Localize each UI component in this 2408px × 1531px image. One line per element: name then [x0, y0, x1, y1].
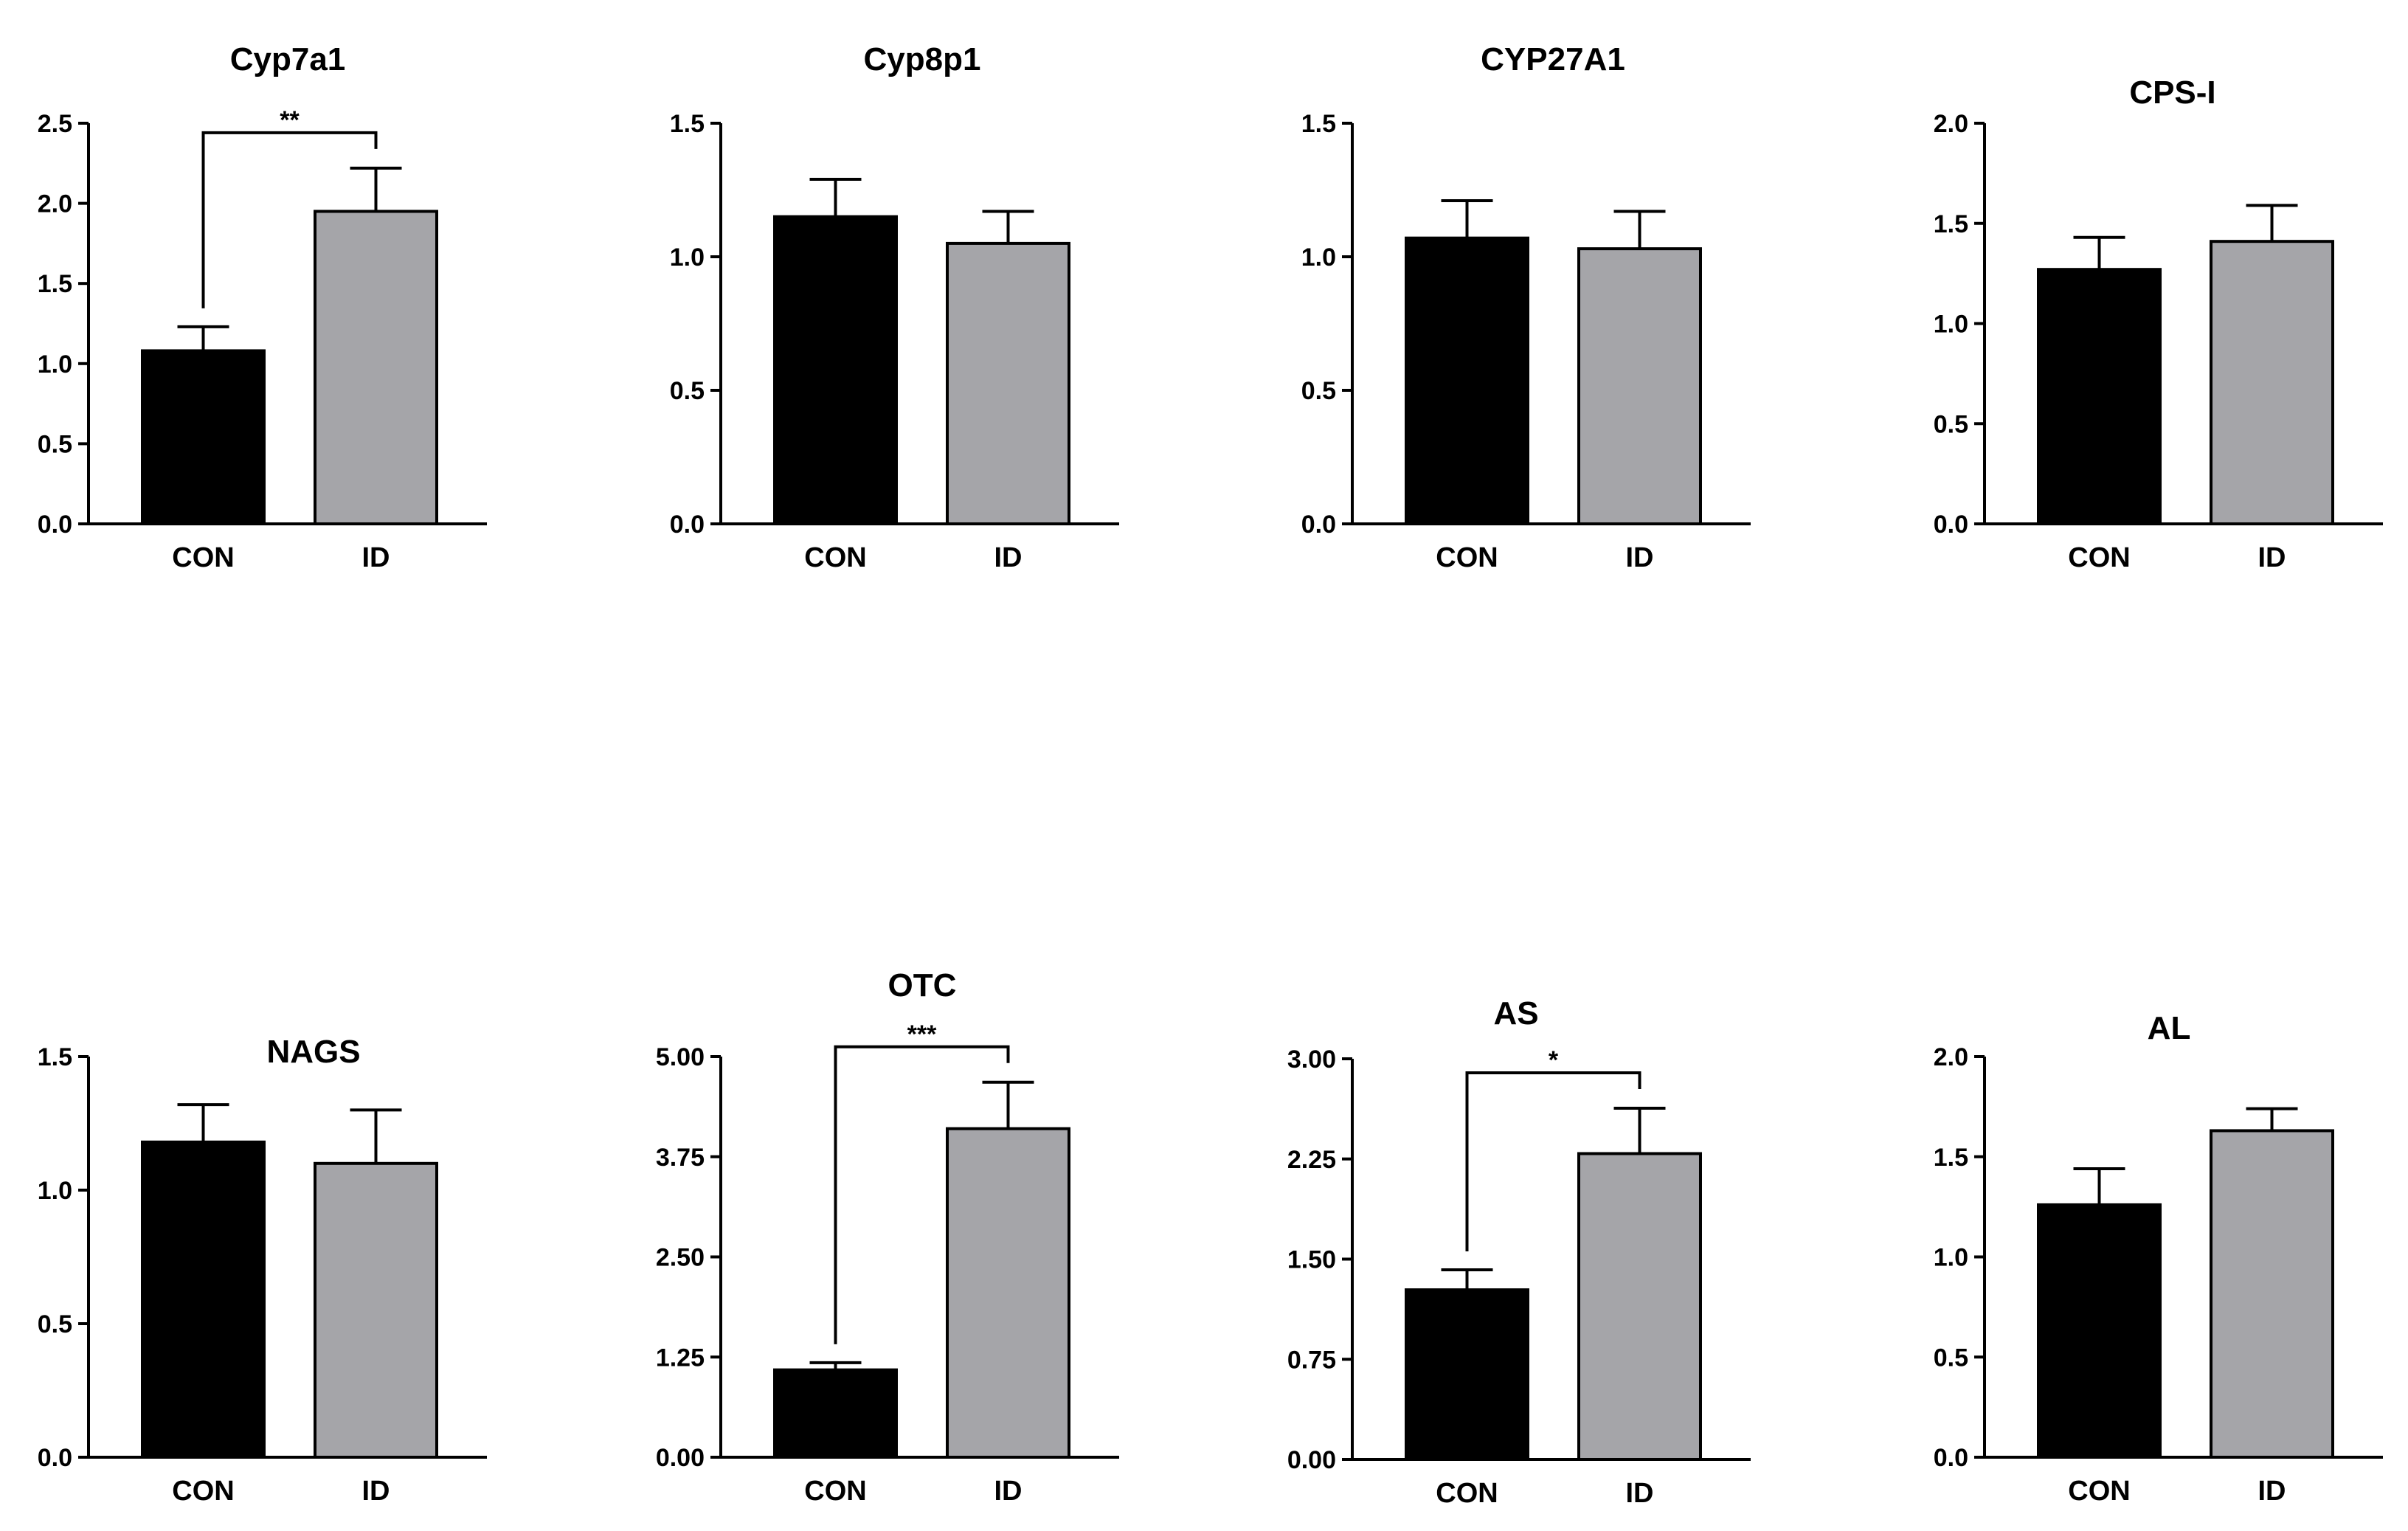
- y-tick-label: 0.5: [38, 1310, 72, 1338]
- y-tick-label: 2.0: [38, 190, 72, 218]
- y-tick-label: 0.0: [38, 1444, 72, 1472]
- bar-id: [946, 241, 1070, 525]
- y-tick-label: 1.0: [38, 1177, 72, 1205]
- significance-bracket: [201, 131, 378, 308]
- significance-bracket: [1465, 1071, 1641, 1251]
- y-tick-label: 5.00: [656, 1043, 705, 1071]
- bar-id: [946, 1127, 1070, 1459]
- y-tick-label: 0.00: [656, 1444, 705, 1472]
- panel-title: AS: [1493, 995, 1538, 1031]
- bar-id: [1577, 247, 1702, 525]
- y-tick-label: 0.0: [1301, 511, 1336, 539]
- panel-cps-i: CPS-I 0.0 0.5 1.0 1.5 2.0 CON ID: [1934, 75, 2383, 573]
- y-tick-label: 1.0: [1934, 1244, 1968, 1272]
- x-category-label: ID: [994, 1476, 1023, 1507]
- panel-title: CPS-I: [2129, 75, 2215, 111]
- panel-cyp7a1: Cyp7a1 0.0 0.5 1.0 1.5 2.0 2.5 CON ID **: [38, 41, 487, 573]
- panel-nags: NAGS 0.0 0.5 1.0 1.5 CON ID: [38, 1034, 487, 1507]
- y-tick-label: 1.0: [670, 243, 705, 272]
- y-tick-label: 2.25: [1287, 1146, 1336, 1174]
- panel-al: AL 0.0 0.5 1.0 1.5 2.0 CON ID: [1934, 1010, 2383, 1507]
- x-category-label: ID: [1626, 542, 1654, 573]
- y-tick-label: 1.5: [38, 1043, 72, 1071]
- bar-con: [773, 215, 898, 525]
- x-category-label: ID: [2258, 1476, 2286, 1507]
- x-category-label: CON: [2068, 542, 2130, 573]
- bar-id: [314, 1161, 438, 1459]
- x-category-label: CON: [2068, 1476, 2130, 1507]
- x-category-label: CON: [1436, 542, 1498, 573]
- bar-con: [773, 1368, 898, 1459]
- y-tick-label: 2.50: [656, 1244, 705, 1272]
- significance-label: *: [1549, 1046, 1559, 1074]
- y-tick-label: 0.0: [1934, 1444, 1968, 1472]
- bar-con: [1405, 236, 1529, 525]
- y-tick-label: 3.75: [656, 1144, 705, 1172]
- x-category-label: ID: [362, 542, 390, 573]
- y-tick-label: 1.5: [1934, 1144, 1968, 1172]
- y-tick-label: 1.50: [1287, 1246, 1336, 1274]
- y-tick-label: 1.0: [1934, 311, 1968, 339]
- bar-con: [141, 349, 266, 526]
- x-category-label: ID: [994, 542, 1023, 573]
- significance-label: **: [280, 106, 300, 134]
- panel-otc: OTC 0.00 1.25 2.50 3.75 5.00 CON ID ***: [656, 967, 1119, 1507]
- x-category-label: CON: [1436, 1478, 1498, 1509]
- significance-label: ***: [907, 1020, 937, 1048]
- y-tick-label: 0.75: [1287, 1346, 1336, 1374]
- y-tick-label: 1.25: [656, 1344, 705, 1372]
- panel-title: Cyp8p1: [864, 41, 981, 77]
- bar-id: [314, 210, 438, 525]
- bar-con: [2037, 268, 2162, 525]
- y-tick-label: 0.5: [38, 430, 72, 458]
- y-tick-label: 2.0: [1934, 110, 1968, 138]
- bar-con: [1405, 1288, 1529, 1461]
- panel-cyp27a1: CYP27A1 0.0 0.5 1.0 1.5 CON ID: [1301, 41, 1751, 573]
- x-category-label: CON: [172, 542, 234, 573]
- y-tick-label: 1.5: [1934, 210, 1968, 238]
- panel-title: NAGS: [266, 1034, 360, 1070]
- x-category-label: CON: [804, 1476, 866, 1507]
- y-tick-label: 1.5: [670, 110, 705, 138]
- panel-title: AL: [2148, 1010, 2191, 1046]
- bar-id: [1577, 1152, 1702, 1461]
- y-tick-label: 0.5: [1934, 1344, 1968, 1372]
- y-tick-label: 0.5: [670, 377, 705, 405]
- y-tick-label: 3.00: [1287, 1046, 1336, 1074]
- bar-id: [2210, 1129, 2334, 1459]
- y-tick-label: 1.0: [1301, 243, 1336, 272]
- y-tick-label: 2.5: [38, 110, 72, 138]
- x-category-label: CON: [172, 1476, 234, 1507]
- x-category-label: ID: [1626, 1478, 1654, 1509]
- significance-bracket: [834, 1045, 1010, 1344]
- panel-title: Cyp7a1: [230, 41, 346, 77]
- y-tick-label: 0.0: [38, 511, 72, 539]
- panel-title: OTC: [888, 967, 957, 1003]
- y-tick-label: 0.5: [1301, 377, 1336, 405]
- y-tick-label: 0.5: [1934, 410, 1968, 438]
- y-tick-label: 0.0: [670, 511, 705, 539]
- bar-con: [2037, 1203, 2162, 1459]
- bar-id: [2210, 240, 2334, 525]
- x-category-label: CON: [804, 542, 866, 573]
- y-tick-label: 2.0: [1934, 1043, 1968, 1071]
- y-tick-label: 1.5: [38, 270, 72, 298]
- y-tick-label: 0.0: [1934, 511, 1968, 539]
- panel-title: CYP27A1: [1481, 41, 1625, 77]
- y-tick-label: 0.00: [1287, 1446, 1336, 1474]
- panel-as: AS 0.00 0.75 1.50 2.25 3.00 CON ID *: [1287, 995, 1751, 1509]
- x-category-label: ID: [2258, 542, 2286, 573]
- bar-con: [141, 1140, 266, 1459]
- y-tick-label: 1.0: [38, 350, 72, 379]
- y-tick-label: 1.5: [1301, 110, 1336, 138]
- panel-cyp8p1: Cyp8p1 0.0 0.5 1.0 1.5 CON ID: [670, 41, 1119, 573]
- x-category-label: ID: [362, 1476, 390, 1507]
